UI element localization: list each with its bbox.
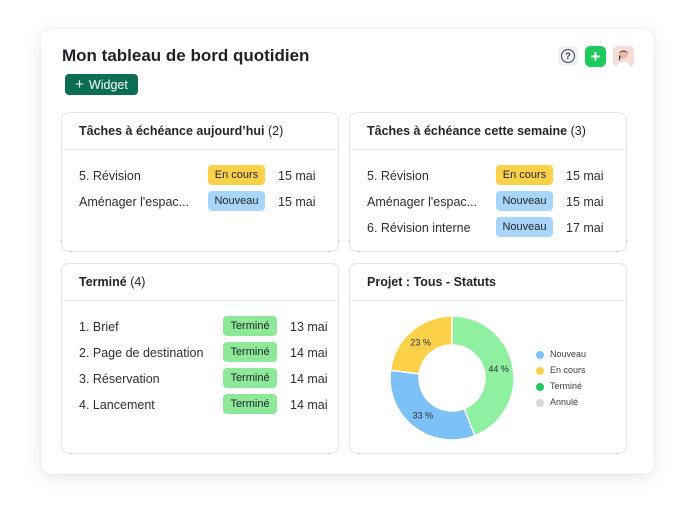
task-row[interactable]: Aménager l'espac... Nouveau 15 mai bbox=[62, 190, 338, 216]
today-tasks-count: (2) bbox=[267, 124, 284, 138]
task-name: 1. Brief bbox=[79, 320, 119, 334]
add-button[interactable]: + bbox=[585, 46, 606, 67]
status-badge: En cours bbox=[208, 165, 265, 185]
page-title: Mon tableau de bord quotidien bbox=[62, 46, 310, 65]
status-chart-card: Projet : Tous - Statuts 44 % 33 % 23 % Nou… bbox=[349, 263, 627, 454]
status-badge: Terminé bbox=[223, 368, 277, 388]
status-badge: Terminé bbox=[223, 342, 277, 362]
add-widget-button[interactable]: + Widget bbox=[65, 74, 138, 95]
task-name: 2. Page de destination bbox=[79, 346, 204, 360]
donut-slice-encours[interactable] bbox=[389, 315, 453, 375]
task-date: 14 mai bbox=[290, 398, 328, 412]
task-date: 14 mai bbox=[290, 372, 328, 386]
status-donut-chart: 44 % 33 % 23 % bbox=[389, 315, 515, 441]
donut-slice-nouveau[interactable] bbox=[389, 369, 476, 441]
plus-icon: + bbox=[75, 75, 84, 93]
task-name: 5. Révision bbox=[367, 169, 429, 183]
status-badge: Nouveau bbox=[496, 191, 553, 211]
legend-label: Terminé bbox=[550, 381, 583, 391]
task-name: 6. Révision interne bbox=[367, 221, 471, 235]
dashboard-panel: Mon tableau de bord quotidien + Widget ?… bbox=[41, 29, 654, 474]
task-row[interactable]: 2. Page de destination Terminé 14 mai bbox=[62, 341, 338, 367]
donut-slice-label: 33 % bbox=[413, 411, 434, 421]
status-chart-title: Projet : Tous - Statuts bbox=[367, 275, 496, 289]
task-row[interactable]: 5. Révision En cours 15 mai bbox=[350, 164, 626, 190]
legend-label: Nouveau bbox=[550, 349, 587, 359]
help-button[interactable]: ? bbox=[558, 46, 578, 66]
status-chart-header: Projet : Tous - Statuts bbox=[350, 264, 626, 301]
task-date: 15 mai bbox=[278, 195, 316, 209]
legend-label: En cours bbox=[550, 365, 586, 375]
avatar[interactable] bbox=[613, 46, 634, 67]
legend-dot bbox=[536, 351, 544, 359]
status-badge: En cours bbox=[496, 165, 553, 185]
legend-dot bbox=[536, 383, 544, 391]
week-tasks-header: Tâches à échéance cette semaine (3) bbox=[350, 113, 626, 150]
task-date: 14 mai bbox=[290, 346, 328, 360]
donut-slice-label: 44 % bbox=[488, 364, 509, 374]
task-name: Aménager l'espac... bbox=[367, 195, 478, 209]
task-date: 15 mai bbox=[278, 169, 316, 183]
legend-dot bbox=[536, 399, 544, 407]
done-tasks-card: Terminé (4) 1. Brief Terminé 13 mai 2. P… bbox=[61, 263, 339, 454]
week-tasks-title: Tâches à échéance cette semaine bbox=[367, 124, 568, 138]
task-name: Aménager l'espac... bbox=[79, 195, 190, 209]
status-badge: Terminé bbox=[223, 394, 277, 414]
donut-slice-termin[interactable] bbox=[451, 315, 515, 437]
done-tasks-header: Terminé (4) bbox=[62, 264, 338, 301]
task-row[interactable]: 1. Brief Terminé 13 mai bbox=[62, 315, 338, 341]
week-tasks-card: Tâches à échéance cette semaine (3) 5. R… bbox=[349, 112, 627, 252]
status-badge: Nouveau bbox=[496, 217, 553, 237]
task-row[interactable]: 3. Réservation Terminé 14 mai bbox=[62, 367, 338, 393]
avatar-person-icon bbox=[613, 46, 634, 67]
task-date: 15 mai bbox=[566, 195, 604, 209]
task-row[interactable]: 4. Lancement Terminé 14 mai bbox=[62, 393, 338, 419]
today-tasks-header: Tâches à échéance aujourd’hui (2) bbox=[62, 113, 338, 150]
status-badge: Terminé bbox=[223, 316, 277, 336]
donut-slice-label: 23 % bbox=[410, 337, 431, 347]
task-date: 13 mai bbox=[290, 320, 328, 334]
help-icon: ? bbox=[561, 49, 575, 63]
task-name: 4. Lancement bbox=[79, 398, 155, 412]
done-tasks-title: Terminé bbox=[79, 275, 127, 289]
add-icon: + bbox=[590, 47, 601, 66]
top-actions: ? + bbox=[558, 46, 634, 67]
task-name: 5. Révision bbox=[79, 169, 141, 183]
task-row[interactable]: 5. Révision En cours 15 mai bbox=[62, 164, 338, 190]
legend-dot bbox=[536, 367, 544, 375]
week-tasks-count: (3) bbox=[570, 124, 586, 138]
today-tasks-title: Tâches à échéance aujourd’hui bbox=[79, 124, 265, 138]
today-tasks-card: Tâches à échéance aujourd’hui (2) 5. Rév… bbox=[61, 112, 339, 252]
task-row[interactable]: Aménager l'espac... Nouveau 15 mai bbox=[350, 190, 626, 216]
done-tasks-count: (4) bbox=[130, 275, 146, 289]
status-badge: Nouveau bbox=[208, 191, 265, 211]
task-row[interactable]: 6. Révision interne Nouveau 17 mai bbox=[350, 216, 626, 242]
add-widget-label: Widget bbox=[88, 77, 128, 92]
task-date: 17 mai bbox=[566, 221, 604, 235]
task-date: 15 mai bbox=[566, 169, 604, 183]
task-name: 3. Réservation bbox=[79, 372, 160, 386]
legend-label: Annulé bbox=[550, 397, 579, 407]
